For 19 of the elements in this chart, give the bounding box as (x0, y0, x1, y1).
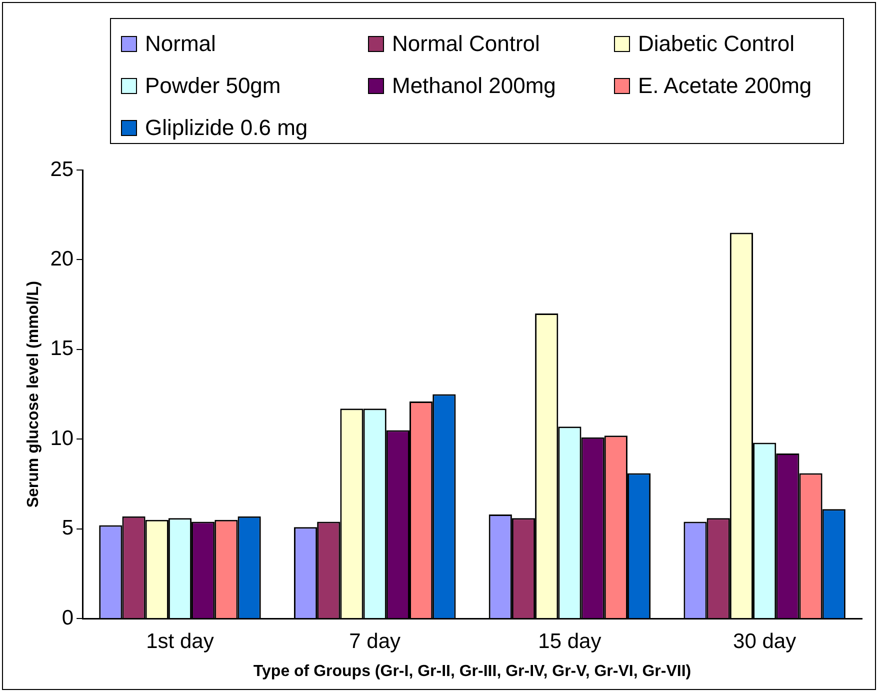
y-tick-label: 10 (50, 426, 74, 450)
y-tick-label: 15 (50, 337, 74, 360)
y-tick-label: 5 (62, 516, 74, 540)
legend-label: Methanol 200mg (392, 73, 556, 99)
legend-label: Gliplizide 0.6 mg (145, 115, 308, 141)
legend-label: Diabetic Control (638, 31, 795, 57)
legend-label: E. Acetate 200mg (638, 73, 812, 99)
x-tick-label: 15 day (538, 630, 602, 653)
legend-label: Normal Control (392, 31, 540, 57)
legend-label: Normal (145, 31, 216, 57)
legend-label: Powder 50gm (145, 73, 281, 99)
x-axis-title: Type of Groups (Gr-I, Gr-II, Gr-III, Gr-IV, Gr-V, Gr-VI, Gr-VII) (253, 662, 692, 680)
y-axis-title: Serum glucose level (mmol/L) (25, 280, 42, 508)
y-tick-label: 0 (62, 606, 74, 630)
x-tick-label: 1st day (146, 630, 214, 653)
y-tick-label: 25 (50, 158, 74, 181)
x-tick-label: 30 day (733, 630, 797, 653)
x-tick-label: 7 day (349, 630, 402, 653)
y-tick-label: 20 (50, 248, 74, 271)
